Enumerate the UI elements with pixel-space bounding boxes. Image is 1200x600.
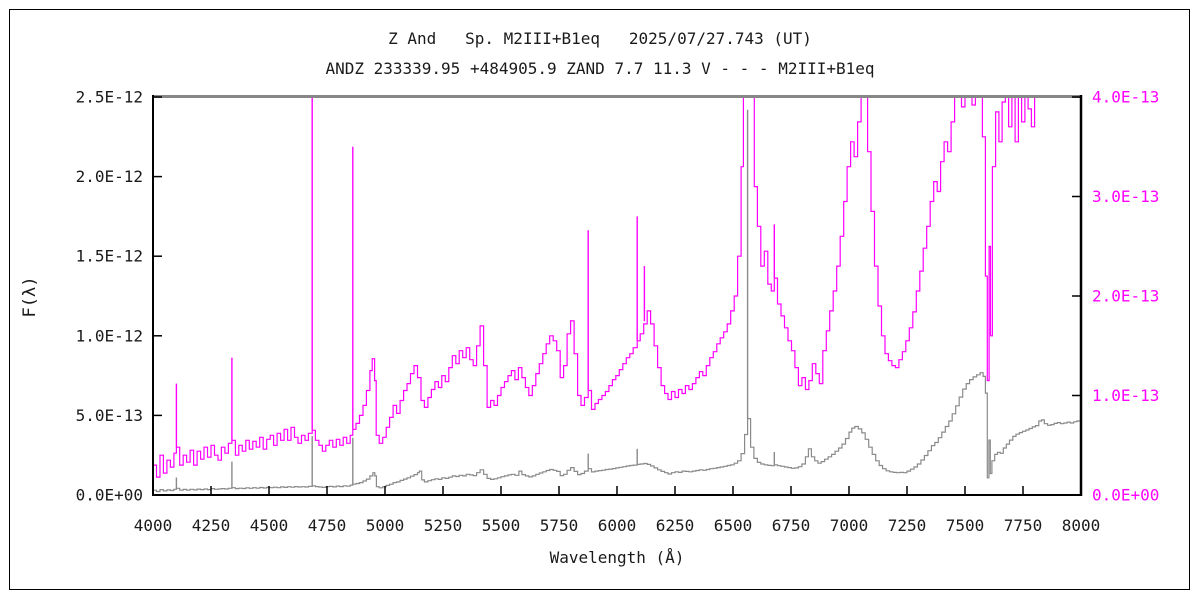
y-left-tick-label: 1.5E-12 xyxy=(76,247,143,266)
x-tick-label: 6500 xyxy=(714,516,753,535)
x-tick-label: 5500 xyxy=(482,516,521,535)
y-right-tick-label: 2.0E-13 xyxy=(1092,287,1159,306)
axes-box xyxy=(152,95,1083,496)
x-tick-label: 4000 xyxy=(134,516,173,535)
y-left-tick-label: 1.0E-12 xyxy=(76,326,143,345)
x-tick-label: 5000 xyxy=(366,516,405,535)
x-tick-label: 7250 xyxy=(888,516,927,535)
axis-ticks-and-labels: 4000 4250 4500 4750 5000 5250 5500 5750 6000 6250… xyxy=(76,88,1160,536)
chart-subtitle: ANDZ 233339.95 +484905.9 ZAND 7.7 11.3 V… xyxy=(325,59,875,78)
x-tick-label: 4250 xyxy=(192,516,231,535)
y-right-tick-label: 4.0E-13 xyxy=(1092,88,1159,107)
y-left-tick-label: 2.5E-12 xyxy=(76,88,143,107)
y-right-tick-label: 1.0E-13 xyxy=(1092,386,1159,405)
x-tick-label: 4750 xyxy=(308,516,347,535)
y-right-tick-label: 0.0E+00 xyxy=(1092,486,1159,505)
y-left-tick-label: 0.0E+00 xyxy=(76,486,143,505)
x-tick-label: 5750 xyxy=(540,516,579,535)
figure-border xyxy=(9,9,1190,590)
x-tick-label: 6000 xyxy=(598,516,637,535)
chart-title: Z And Sp. M2III+B1eq 2025/07/27.743 (UT) xyxy=(388,29,812,48)
x-tick-label: 6750 xyxy=(772,516,811,535)
x-tick-label: 5250 xyxy=(424,516,463,535)
x-axis-title: Wavelength (Å) xyxy=(549,548,685,567)
cool-giant-spectrum-gray xyxy=(153,372,1081,493)
y-right-tick-label: 3.0E-13 xyxy=(1092,187,1159,206)
x-tick-label: 7000 xyxy=(830,516,869,535)
spectra-layer xyxy=(153,96,1081,493)
x-tick-label: 8000 xyxy=(1062,516,1101,535)
x-tick-label: 7750 xyxy=(1004,516,1043,535)
y-left-tick-label: 5.0E-13 xyxy=(76,406,143,425)
x-tick-label: 6250 xyxy=(656,516,695,535)
x-tick-label: 4500 xyxy=(250,516,289,535)
y-left-tick-label: 2.0E-12 xyxy=(76,167,143,186)
x-tick-label: 7500 xyxy=(946,516,985,535)
hot-nebular-spectrum-magenta xyxy=(153,96,1036,478)
